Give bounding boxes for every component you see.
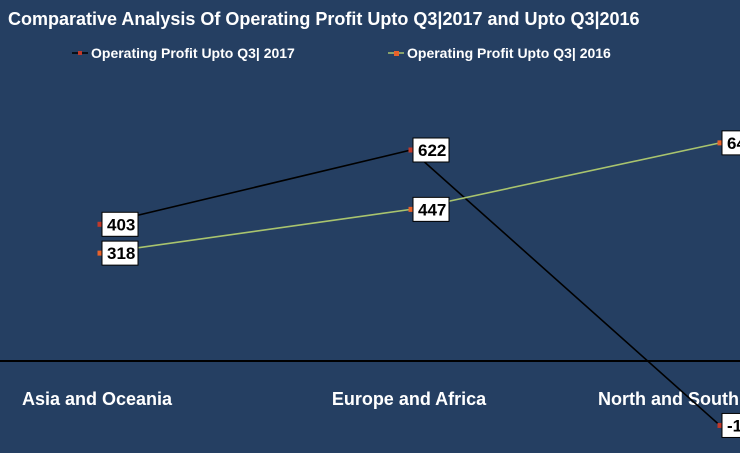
data-label-value: 403 (107, 215, 135, 234)
data-label-value: -1 (727, 416, 740, 435)
series-layer: 403 622 -1 318 447 64 (97, 130, 740, 438)
data-label-value: 622 (418, 141, 446, 160)
legend-marker-2016 (394, 51, 399, 56)
data-point-2017-2 (717, 422, 723, 428)
data-point-2017-1 (408, 147, 414, 153)
category-label-europe-africa: Europe and Africa (332, 389, 487, 409)
chart-title: Comparative Analysis Of Operating Profit… (8, 9, 640, 29)
data-point-2016-1 (408, 206, 414, 212)
data-label-box (101, 240, 139, 266)
category-label-north-south-america: North and South America (598, 389, 740, 409)
data-label-box (721, 130, 740, 156)
data-label-value: 64 (727, 134, 740, 153)
data-label-2016-0: 318 (101, 240, 139, 266)
data-label-2017-0: 403 (101, 211, 139, 237)
data-label-2017-2: -1 (721, 412, 740, 438)
category-label-asia-oceania: Asia and Oceania (22, 389, 173, 409)
data-label-box (101, 211, 139, 237)
data-point-2016-2 (717, 140, 723, 146)
legend-marker-2017 (78, 51, 82, 55)
data-label-box (412, 137, 450, 163)
data-label-2017-1: 622 (412, 137, 450, 163)
legend-item-2016: Operating Profit Upto Q3| 2016 (388, 45, 611, 61)
data-point-2016-0 (97, 250, 103, 256)
series-line-2017 (99, 149, 721, 427)
data-label-value: 318 (107, 244, 135, 263)
data-point-2017-0 (97, 221, 103, 227)
legend: Operating Profit Upto Q3| 2017 Operating… (72, 45, 611, 61)
data-label-box (412, 196, 450, 222)
legend-label-2016: Operating Profit Upto Q3| 2016 (407, 45, 611, 61)
data-label-2016-1: 447 (412, 196, 450, 222)
legend-item-2017: Operating Profit Upto Q3| 2017 (72, 45, 295, 61)
legend-label-2017: Operating Profit Upto Q3| 2017 (91, 45, 295, 61)
data-label-2016-2: 64 (721, 130, 740, 156)
series-line-2016 (99, 142, 721, 254)
data-label-box (721, 412, 740, 438)
data-label-value: 447 (418, 200, 446, 219)
